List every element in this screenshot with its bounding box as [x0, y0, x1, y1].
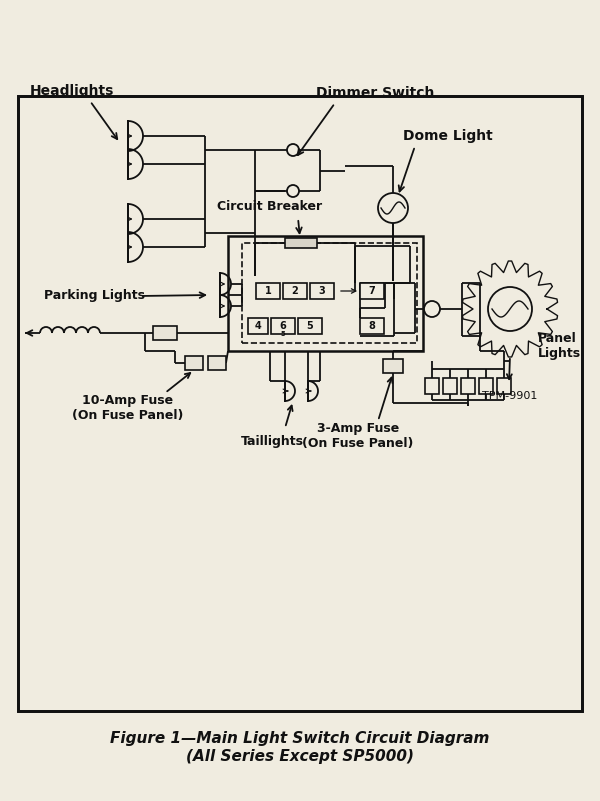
Bar [310, 283, 334, 299]
Text: 10-Amp Fuse
(On Fuse Panel): 10-Amp Fuse (On Fuse Panel) [73, 394, 184, 422]
Bar [18, 96, 582, 711]
Bar [425, 378, 439, 394]
Bar [153, 326, 177, 340]
Text: 3: 3 [319, 286, 325, 296]
Circle shape [287, 185, 299, 197]
Circle shape [287, 144, 299, 156]
Bar [461, 378, 475, 394]
Text: 5: 5 [281, 331, 286, 337]
Circle shape [488, 287, 532, 331]
Bar [497, 378, 511, 394]
Text: 7: 7 [368, 286, 376, 296]
Text: 1: 1 [265, 286, 271, 296]
Bar [228, 236, 423, 351]
Text: Circuit Breaker: Circuit Breaker [217, 199, 323, 212]
Bar [479, 378, 493, 394]
Text: 4: 4 [254, 321, 262, 331]
Text: 8: 8 [368, 321, 376, 331]
Text: Figure 1—Main Light Switch Circuit Diagram: Figure 1—Main Light Switch Circuit Diagr… [110, 731, 490, 747]
Bar [248, 318, 268, 334]
Bar [208, 356, 226, 370]
Text: TPM-9901: TPM-9901 [482, 391, 538, 401]
Bar [285, 238, 317, 248]
Bar [360, 283, 384, 299]
Bar [18, 96, 582, 711]
Text: 6: 6 [280, 321, 286, 331]
Bar [283, 283, 307, 299]
Text: 3-Amp Fuse
(On Fuse Panel): 3-Amp Fuse (On Fuse Panel) [302, 422, 413, 450]
Bar [298, 318, 322, 334]
Bar [443, 378, 457, 394]
Text: Dome Light: Dome Light [403, 129, 493, 143]
Text: (All Series Except SP5000): (All Series Except SP5000) [186, 750, 414, 764]
Circle shape [378, 193, 408, 223]
Text: 5: 5 [307, 321, 313, 331]
Text: Headlights: Headlights [30, 84, 114, 98]
Bar [383, 359, 403, 373]
Text: 2: 2 [292, 286, 298, 296]
Bar [271, 318, 295, 334]
Bar [185, 356, 203, 370]
Text: Taillights: Taillights [241, 434, 304, 448]
Bar [256, 283, 280, 299]
Text: Panel
Lights: Panel Lights [538, 332, 581, 360]
Bar [242, 243, 417, 343]
Text: Dimmer Switch: Dimmer Switch [316, 86, 434, 100]
Text: Parking Lights: Parking Lights [44, 289, 146, 303]
Bar [360, 318, 384, 334]
Circle shape [424, 301, 440, 317]
